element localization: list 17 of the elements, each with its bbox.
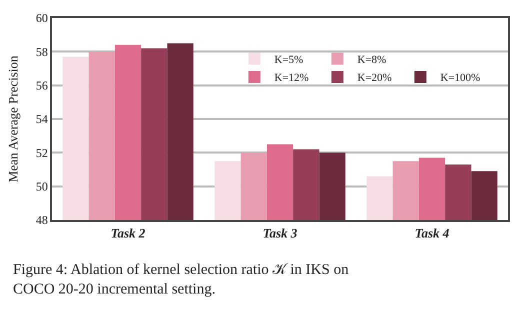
legend-label: K=5% xyxy=(274,54,304,66)
y-tick-label: 60 xyxy=(36,11,48,26)
x-tick-label: Task 2 xyxy=(110,225,146,240)
legend-label: K=20% xyxy=(357,72,392,84)
x-tick-label: Task 3 xyxy=(262,225,298,240)
y-tick-label: 54 xyxy=(36,112,48,126)
y-axis-title: Mean Average Precision xyxy=(5,55,20,182)
legend-label: K=12% xyxy=(274,72,309,84)
y-tick-label: 58 xyxy=(36,44,48,59)
y-tick-label: 52 xyxy=(36,146,48,160)
x-tick-label: Task 4 xyxy=(414,225,450,240)
y-tick-label: 50 xyxy=(36,180,48,194)
legend-label: K=100% xyxy=(440,72,480,84)
y-tick-label: 48 xyxy=(36,213,48,228)
caption: Figure 4: Ablation of kernel selection ratio 𝒦 in IKS on COCO 20-20 incremental setting. xyxy=(13,262,350,298)
legend-label: K=8% xyxy=(357,54,386,66)
y-tick-label: 56 xyxy=(36,78,48,93)
